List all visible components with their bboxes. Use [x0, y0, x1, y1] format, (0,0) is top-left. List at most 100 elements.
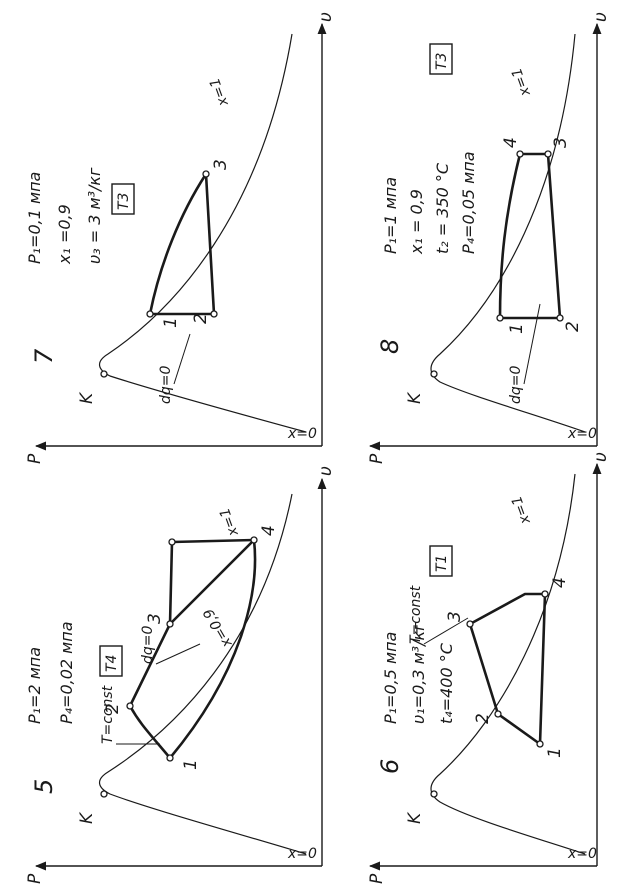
code-box: [111, 183, 135, 215]
point-3-label: 3: [445, 611, 465, 622]
diagram-8: P υ K x=0 x=1 1 2 3 4 8 P₁=1 мпа x₁ = 0,…: [367, 12, 611, 464]
point-3-label: 3: [211, 159, 231, 170]
p-axis-label: P: [367, 453, 387, 464]
point-4-label: 4: [501, 137, 521, 148]
critical-point: [100, 790, 108, 798]
param-1: P₁=0,1 мпа: [25, 172, 44, 264]
point-3: [202, 170, 210, 178]
critical-point: [430, 370, 438, 378]
x0-label: x=0: [287, 426, 317, 442]
param-2: P₄=0,02 мпа: [57, 621, 76, 724]
param-1: P₁=2 мпа: [25, 647, 44, 724]
point-4-label: 4: [259, 525, 279, 536]
code-label: T4: [104, 655, 120, 672]
p-axis-label: P: [25, 873, 45, 884]
x1-label: x=1: [207, 75, 232, 109]
param-3: t₄=400 °C: [437, 642, 456, 724]
diagram-5: P υ K x=0 x=1 1 2 3 4 5 P₁=2 мпа P₄=0,02…: [25, 466, 336, 884]
point-1: [166, 754, 174, 762]
point-2-label: 2: [473, 713, 493, 724]
saturation-curve: [430, 33, 586, 433]
diagram-number: 5: [30, 779, 58, 794]
x0-label: x=0: [287, 846, 317, 862]
annotation-leader: [423, 617, 469, 645]
cycle-path: [468, 592, 547, 746]
point-1-label: 1: [181, 759, 201, 770]
point-3: [466, 620, 474, 628]
point-3b: [168, 538, 176, 546]
cycle-path: [498, 152, 562, 320]
p-axis-label: P: [367, 873, 387, 884]
point-4: [250, 536, 258, 544]
cycle-path: [148, 172, 216, 316]
saturation-curve: [99, 493, 307, 855]
point-3-label: 3: [551, 137, 571, 148]
critical-point: [430, 790, 438, 798]
point-2: [494, 710, 502, 718]
x1-label: x=1: [509, 65, 534, 99]
x1-label: x=1: [509, 493, 534, 527]
param-3: t₂ = 350 °C: [433, 162, 452, 254]
point-2: [556, 314, 564, 322]
v-axis-label: υ: [316, 12, 336, 22]
param-2: x₁ =0,9: [55, 204, 74, 265]
critical-point: [100, 370, 108, 378]
x1-label: x=1: [217, 505, 242, 539]
diagram-number: 8: [376, 339, 404, 354]
point-4-label: 4: [550, 577, 570, 588]
annotation-dq: dq=0: [158, 365, 174, 404]
critical-point-label: K: [405, 811, 425, 824]
critical-point-label: K: [77, 811, 97, 824]
point-2-label: 2: [563, 321, 583, 332]
annotation-tconst: T=const: [100, 685, 116, 744]
annotation-leader: [155, 643, 201, 665]
critical-point-label: K: [405, 391, 425, 404]
code-box: [429, 545, 453, 577]
code-box: [429, 43, 453, 75]
annotation-leader: [523, 303, 541, 385]
param-2: υ₁=0,3 м³/кг: [409, 622, 428, 724]
param-4: P₄=0,05 мпа: [459, 151, 478, 254]
code-label: T1: [434, 555, 450, 572]
point-2: [210, 310, 218, 318]
diagram-6: P υ K x=0 x=1 1 2 3 4 6 P₁=0,5 мпа υ₁=0,…: [367, 452, 611, 884]
annotation-tconst: T=const: [408, 585, 424, 644]
point-1: [146, 310, 154, 318]
point-2-label: 2: [103, 703, 123, 714]
diagram-7: P υ K x=0 x=1 1 2 3 7 P₁=0,1 мпа x₁ =0,9…: [25, 12, 336, 464]
point-2: [126, 702, 134, 710]
param-1: P₁=1 мпа: [381, 177, 400, 254]
saturation-curve: [99, 33, 307, 433]
annotation-leader: [173, 333, 191, 385]
diagram-number: 7: [30, 348, 58, 364]
point-3: [166, 620, 174, 628]
v-axis-label: υ: [316, 466, 336, 476]
point-1: [496, 314, 504, 322]
annotation-dq: dq=0: [140, 625, 156, 664]
param-1: P₁=0,5 мпа: [381, 632, 400, 724]
point-3: [544, 150, 552, 158]
critical-point-label: K: [77, 391, 97, 404]
code-label: T3: [434, 53, 450, 70]
v-axis-label: υ: [591, 12, 611, 22]
code-box: [99, 645, 123, 677]
cycle-path: [128, 538, 257, 760]
code-label: T3: [116, 193, 132, 210]
diagram-number: 6: [376, 759, 404, 774]
param-2: x₁ = 0,9: [407, 189, 426, 255]
annotation-dq: dq=0: [508, 365, 524, 404]
point-1-label: 1: [545, 747, 565, 758]
x0-label: x=0: [567, 846, 597, 862]
point-3-label: 3: [145, 613, 165, 624]
point-4: [516, 150, 524, 158]
point-4: [541, 590, 549, 598]
point-1-label: 1: [161, 317, 181, 328]
p-axis-label: P: [25, 453, 45, 464]
point-1: [536, 740, 544, 748]
param-3: υ₃ = 3 м³/кг: [85, 167, 104, 264]
point-2-label: 2: [191, 313, 211, 324]
annotation-x09: x=0,9: [200, 605, 236, 651]
